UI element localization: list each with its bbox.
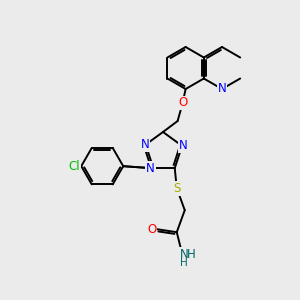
Text: O: O — [147, 223, 156, 236]
Text: N: N — [178, 139, 188, 152]
Text: N: N — [146, 162, 154, 175]
Text: N: N — [218, 82, 226, 95]
Text: H: H — [186, 248, 195, 261]
Text: H: H — [180, 258, 188, 268]
Text: N: N — [179, 248, 188, 261]
Text: O: O — [178, 97, 187, 110]
Text: Cl: Cl — [68, 160, 80, 173]
Text: S: S — [173, 182, 180, 195]
Text: N: N — [141, 138, 149, 151]
